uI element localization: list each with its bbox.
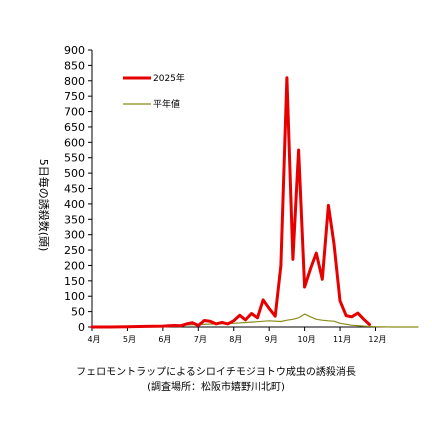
y-tick-label: 750 [64, 90, 85, 103]
x-tick-label: 4月 [87, 335, 100, 344]
x-tick-label: 7月 [194, 335, 207, 344]
chart-caption: フェロモントラップによるシロイチモジヨトウ成虫の誘殺消長 [76, 367, 356, 378]
y-tick-label: 200 [64, 259, 85, 272]
y-axis-label: 5日毎の誘殺数(頭) [37, 159, 51, 252]
legend-entry-2025-label: 2025年 [153, 72, 185, 84]
x-tick-label: 9月 [265, 335, 278, 344]
y-tick-label: 300 [64, 229, 85, 242]
y-tick-label: 50 [71, 306, 85, 319]
series-lines [90, 76, 419, 329]
legend-entry-normal-year-label: 平年値 [153, 98, 180, 110]
y-tick-label: 350 [64, 213, 85, 226]
y-tick-label: 450 [64, 183, 85, 196]
x-tick-label: 11月 [333, 335, 351, 344]
x-tick-label: 12月 [368, 335, 386, 344]
series-line-2025 [90, 76, 371, 329]
y-tick-label: 150 [64, 275, 85, 288]
y-tick-label: 650 [64, 121, 85, 134]
y-tick-label: 900 [64, 44, 85, 57]
y-axis-ticks: 0 50 100 150 200 250 300 350 400 450 500 550 600 650 7… [64, 44, 92, 334]
x-tick-label: 5月 [123, 335, 136, 344]
x-tick-label: 10月 [298, 335, 316, 344]
y-tick-label: 700 [64, 106, 85, 119]
y-tick-label: 500 [64, 167, 85, 180]
x-axis-ticks: 4月 5月 6月 7月 8月 9月 10月 11月 12月 [87, 327, 387, 344]
y-tick-label: 400 [64, 198, 85, 211]
x-tick-label: 8月 [229, 335, 242, 344]
y-tick-label: 600 [64, 136, 85, 149]
y-tick-label: 550 [64, 152, 85, 165]
plot-area [91, 50, 418, 328]
y-tick-label: 800 [64, 75, 85, 88]
y-tick-label: 850 [64, 59, 85, 72]
y-tick-label: 100 [64, 290, 85, 303]
x-tick-label: 6月 [158, 335, 171, 344]
y-tick-label: 0 [78, 321, 85, 334]
y-tick-label: 250 [64, 244, 85, 257]
chart-caption-location: (調査場所：松阪市嬉野川北町) [147, 382, 285, 393]
